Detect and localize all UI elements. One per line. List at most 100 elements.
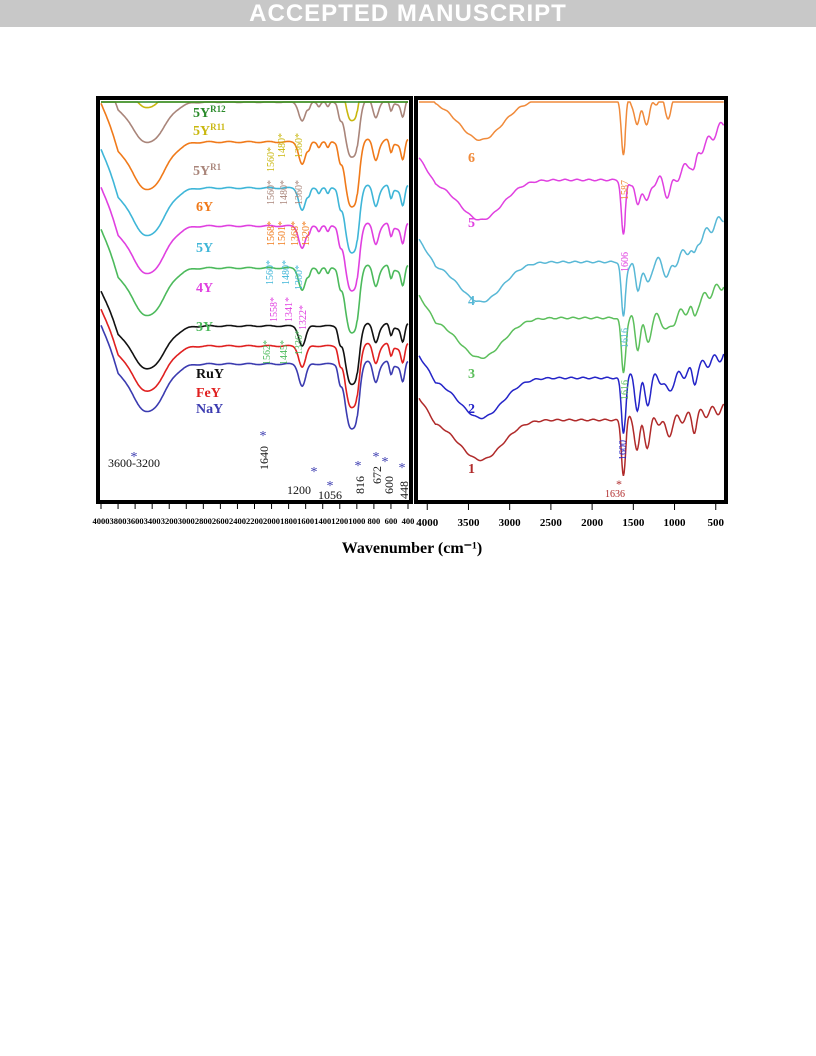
- peak-star-6: *: [373, 450, 380, 465]
- left-group-label-10: 1568*: [266, 221, 277, 246]
- right-tick-label-8: 500: [708, 517, 725, 529]
- left-tick-label-17: 800: [368, 516, 381, 526]
- left-series-line-5: [100, 186, 409, 292]
- left-tick-label-14: 1400: [314, 516, 331, 526]
- left-group-label-14: 1560*: [266, 180, 277, 205]
- left-group-label-11: 1501*: [277, 221, 288, 246]
- right-peak-label-5: 1606: [620, 252, 631, 272]
- left-series-label-4: 3Y: [196, 320, 213, 335]
- left-group-label-9: 1360*: [294, 265, 305, 290]
- left-group-label-3: 1336*: [294, 330, 305, 355]
- left-tick-label-11: 2000: [263, 516, 280, 526]
- left-tick-label-16: 1000: [348, 516, 365, 526]
- left-group-label-16: 1360*: [294, 180, 305, 205]
- left-tick-label-6: 3000: [178, 516, 195, 526]
- peak-star-7: *: [382, 455, 389, 470]
- left-group-label-18: 1480*: [277, 133, 288, 158]
- left-group-label-15: 1480*: [279, 180, 290, 205]
- left-series-line-7: [100, 102, 409, 208]
- left-series-label-3: RuY: [196, 367, 224, 382]
- left-group-label-4: 1558*: [269, 297, 280, 322]
- right-series-line-2: [418, 353, 725, 434]
- left-group-label-2: 1445*: [279, 340, 290, 365]
- left-tick-label-7: 2800: [195, 516, 212, 526]
- left-series-label-5: 4Y: [196, 281, 213, 296]
- left-x-axis: 4000 3800 3600 3400 3200 3000 2800 2600 2400 2200…: [93, 504, 415, 526]
- left-group-label-5: 1341*: [284, 297, 295, 322]
- left-series-line-3: [100, 290, 409, 386]
- left-group-label-19: 1360*: [294, 133, 305, 158]
- left-tick-label-1: 4000: [93, 516, 110, 526]
- left-series-label-10: 5YR12: [193, 104, 226, 121]
- left-series-label-1: NaY: [196, 402, 223, 417]
- left-peak-label-4: 1056: [318, 488, 342, 502]
- left-tick-label-8: 2600: [212, 516, 229, 526]
- right-series-line-6: [419, 101, 724, 156]
- left-series-label-2: FeY: [196, 386, 221, 401]
- left-tick-label-10: 2200: [246, 516, 263, 526]
- right-peak-label-6: 1587: [620, 180, 631, 200]
- left-tick-label-13: 1600: [297, 516, 314, 526]
- right-peak-label-4: 1616: [620, 328, 631, 348]
- right-series-label-1: 1: [468, 462, 475, 477]
- right-panel-plot: 1 2 3 4 5 6 1636 1600 1616 1616 1606 1587 *: [418, 101, 725, 500]
- right-tick-label-6: 1500: [622, 517, 645, 529]
- left-group-label-12: 1368*: [290, 221, 301, 246]
- right-tick-label-2: 3500: [457, 517, 480, 529]
- right-series-label-2: 2: [468, 402, 475, 417]
- left-tick-label-4: 3400: [144, 516, 161, 526]
- right-series-line-3: [418, 283, 725, 374]
- left-tick-label-2: 3800: [110, 516, 127, 526]
- left-peak-label-6: 672: [370, 466, 384, 484]
- left-peak-label-3: 1200: [287, 483, 311, 497]
- left-tick-label-5: 3200: [161, 516, 178, 526]
- right-series-line-4: [418, 216, 724, 317]
- left-tick-label-12: 1800: [280, 516, 297, 526]
- right-series-label-5: 5: [468, 216, 475, 231]
- peak-star-8: *: [399, 461, 406, 476]
- left-series-label-6: 5Y: [196, 241, 213, 256]
- left-series-label-9: 5YR11: [193, 122, 226, 139]
- left-peak-label-7: 600: [382, 476, 396, 494]
- left-tick-label-9: 2400: [229, 516, 246, 526]
- left-group-label-17: 1560*: [266, 147, 277, 172]
- peak-star-4: *: [327, 479, 334, 494]
- right-series-label-3: 3: [468, 367, 475, 382]
- right-x-axis: 4000 3500 3000 2500 2000 1500 1000 500: [416, 504, 725, 529]
- left-tick-label-15: 1200: [331, 516, 348, 526]
- left-tick-label-3: 3600: [127, 516, 144, 526]
- left-series-line-8: [101, 101, 408, 158]
- right-panel-frame: [414, 96, 728, 504]
- left-series-line-1: [100, 324, 409, 430]
- right-tick-label-1: 4000: [416, 517, 439, 529]
- left-tick-label-18: 600: [385, 516, 398, 526]
- left-group-label-6: 1322*: [298, 305, 309, 330]
- left-group-label-1: 1562*: [262, 340, 273, 365]
- left-panel-frame: [96, 96, 413, 504]
- right-peak-label-3: 1616: [620, 380, 631, 400]
- left-series-line-2: [100, 308, 409, 409]
- right-tick-label-5: 2000: [581, 517, 604, 529]
- peak-star-5: *: [355, 459, 362, 474]
- left-group-label-7: 1560*: [265, 260, 276, 285]
- right-series-label-4: 4: [468, 294, 475, 309]
- left-series-label-7: 6Y: [196, 200, 213, 215]
- right-series-line-1: [418, 397, 725, 476]
- x-axis-label: Wavenumber (cm⁻¹): [342, 540, 482, 557]
- left-peak-label-1: 3600-3200: [108, 456, 160, 470]
- left-tick-label-19: 400: [402, 516, 415, 526]
- right-tick-label-4: 2500: [540, 517, 563, 529]
- left-peak-label-5: 816: [353, 476, 367, 494]
- right-peak-label-1: 1636: [605, 489, 625, 500]
- left-peak-label-2: 1640: [257, 446, 271, 470]
- right-tick-label-3: 3000: [499, 517, 522, 529]
- peak-star-1: *: [131, 450, 138, 465]
- right-series-line-5: [418, 121, 725, 235]
- peak-star-2: *: [260, 429, 267, 444]
- accepted-manuscript-banner: ACCEPTED MANUSCRIPT: [0, 0, 816, 27]
- peak-star-3: *: [311, 465, 318, 480]
- left-peak-label-8: 448: [397, 481, 411, 499]
- left-group-label-13: 1320*: [301, 221, 312, 246]
